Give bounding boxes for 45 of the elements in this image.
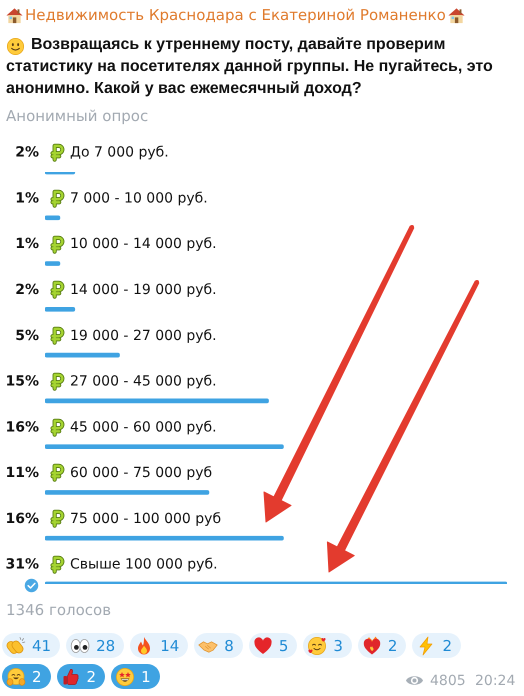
bar: [45, 490, 210, 495]
reaction-button[interactable]: 2: [412, 633, 462, 658]
y-tick-label: 10 000 - 14 000 руб.: [70, 236, 217, 252]
text: 1346 голосов: [6, 601, 112, 619]
y-tick-label: Свыше 100 000 руб.: [70, 556, 218, 573]
reaction-button[interactable]: 2: [358, 633, 406, 658]
reaction-button[interactable]: 8: [194, 633, 243, 658]
bar: [45, 215, 60, 220]
data-label: 16%: [5, 510, 39, 527]
text: Анонимный опрос: [6, 107, 148, 125]
data-label: 1%: [15, 236, 39, 252]
y-tick-label: 14 000 - 19 000 руб.: [70, 282, 217, 298]
y-tick-label: 75 000 - 100 000 руб: [70, 510, 222, 527]
reaction-button[interactable]: 5: [248, 633, 298, 658]
bar: [45, 352, 120, 358]
data-label: 2%: [15, 144, 39, 161]
bar: [45, 261, 60, 266]
y-tick-label: 7 000 - 10 000 руб.: [70, 190, 208, 206]
bar: [45, 536, 284, 541]
data-label: 5%: [15, 328, 39, 344]
reaction-button[interactable]: 2: [56, 664, 106, 689]
reaction-button[interactable]: 41: [2, 633, 60, 658]
y-tick-label: До 7 000 руб.: [70, 144, 169, 161]
reaction-button[interactable]: 28: [66, 633, 124, 658]
reaction-button[interactable]: 14: [130, 633, 188, 658]
data-label: 16%: [5, 419, 39, 436]
data-label: 1%: [15, 190, 39, 206]
chart-title: Недвижимость Краснодара с Екатериной Романенко: [25, 5, 446, 25]
data-label: 11%: [5, 465, 39, 482]
reaction-button[interactable]: 1: [111, 664, 160, 689]
data-label: 15%: [5, 374, 39, 390]
y-tick-label: 60 000 - 75 000 руб: [70, 465, 212, 482]
text: 4805: [430, 672, 466, 690]
bar: [45, 307, 76, 312]
data-label: 31%: [5, 556, 39, 573]
bar: [45, 398, 269, 404]
text: 20:24: [475, 672, 516, 690]
y-tick-label: 19 000 - 27 000 руб.: [70, 328, 217, 344]
chart-subtitle: Возвращаясь к утреннему посту, давайте проверим статистику на посетителях данной группы. Не пугайтесь, это анонимно. Какой у вас ежемесячный доход?: [6, 35, 494, 99]
bar: [45, 444, 284, 449]
y-tick-label: 45 000 - 60 000 руб.: [70, 419, 217, 436]
y-tick-label: 27 000 - 45 000 руб.: [70, 374, 217, 390]
reaction-button[interactable]: 2: [2, 664, 51, 689]
data-label: 2%: [15, 282, 39, 298]
reaction-button[interactable]: 3: [303, 633, 352, 658]
